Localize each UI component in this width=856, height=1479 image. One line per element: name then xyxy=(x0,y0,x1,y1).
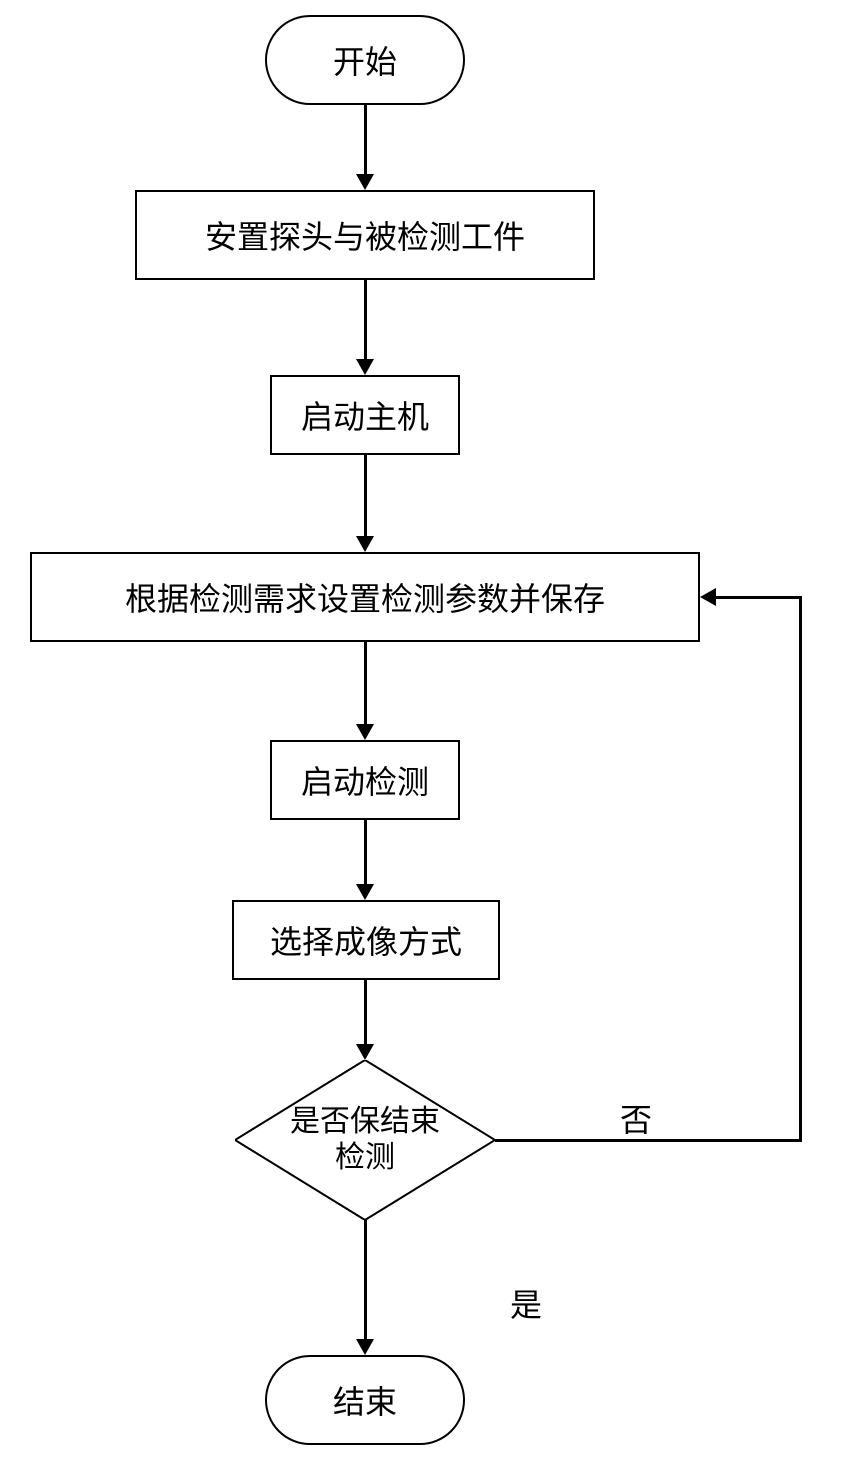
step5-label: 选择成像方式 xyxy=(270,917,462,963)
step3-label: 根据检测需求设置检测参数并保存 xyxy=(125,574,605,620)
arrow-4-head xyxy=(356,724,374,740)
arrow-2-head xyxy=(356,359,374,375)
no-path-h2 xyxy=(716,596,802,599)
decision-line1: 是否保结束 xyxy=(290,1105,440,1138)
step2-node: 启动主机 xyxy=(270,375,460,455)
arrow-6 xyxy=(364,980,367,1046)
step2-label: 启动主机 xyxy=(301,392,429,438)
arrow-3-head xyxy=(356,536,374,552)
arrow-6-head xyxy=(356,1044,374,1060)
arrow-7-head xyxy=(356,1339,374,1355)
arrow-7 xyxy=(364,1220,367,1341)
no-path-head xyxy=(700,588,716,606)
arrow-4 xyxy=(364,642,367,726)
arrow-1 xyxy=(364,105,367,176)
start-node: 开始 xyxy=(265,15,465,105)
decision-label: 是否保结束 检测 xyxy=(275,1104,455,1176)
arrow-5-head xyxy=(356,884,374,900)
decision-node: 是否保结束 检测 xyxy=(235,1060,495,1220)
arrow-2 xyxy=(364,280,367,361)
start-label: 开始 xyxy=(333,37,397,83)
no-path-v xyxy=(799,597,802,1142)
step1-label: 安置探头与被检测工件 xyxy=(205,212,525,258)
step3-node: 根据检测需求设置检测参数并保存 xyxy=(30,552,700,642)
no-label: 否 xyxy=(620,1095,652,1141)
no-path-h1 xyxy=(495,1139,802,1142)
arrow-1-head xyxy=(356,174,374,190)
end-node: 结束 xyxy=(265,1355,465,1445)
decision-line2: 检测 xyxy=(335,1141,395,1174)
step4-node: 启动检测 xyxy=(270,740,460,820)
step5-node: 选择成像方式 xyxy=(232,900,500,980)
step1-node: 安置探头与被检测工件 xyxy=(135,190,595,280)
step4-label: 启动检测 xyxy=(301,757,429,803)
end-label: 结束 xyxy=(333,1377,397,1423)
yes-label: 是 xyxy=(510,1280,542,1326)
arrow-5 xyxy=(364,820,367,886)
arrow-3 xyxy=(364,455,367,538)
